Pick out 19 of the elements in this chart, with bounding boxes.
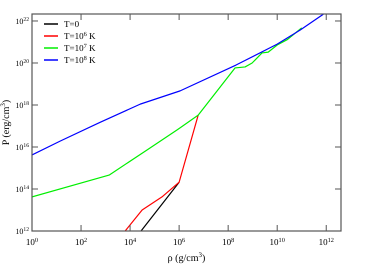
legend-label: T=10$^{6}$ K bbox=[64, 30, 96, 41]
x-tick-label: 10$^{2}$ bbox=[74, 236, 88, 247]
x-tick-label: 10$^{8}$ bbox=[222, 236, 234, 247]
y-tick-label: 10$^{18}$ bbox=[15, 100, 30, 110]
y-tick-label: 10$^{14}$ bbox=[15, 184, 30, 194]
x-tick-label: 10$^{4}$ bbox=[124, 236, 137, 247]
x-tick-label: 10$^{12}$ bbox=[318, 236, 334, 247]
legend-label: T=10$^{8}$ K bbox=[64, 54, 96, 65]
y-tick-label: 10$^{12}$ bbox=[15, 227, 30, 236]
x-tick-label: 10$^{6}$ bbox=[173, 236, 186, 247]
y-tick-label: 10$^{16}$ bbox=[15, 142, 30, 152]
y-tick-label: 10$^{20}$ bbox=[15, 58, 30, 68]
line-series bbox=[124, 114, 199, 231]
x-tick-label: 10$^{10}$ bbox=[270, 236, 285, 247]
y-tick-label: 10$^{22}$ bbox=[15, 16, 30, 26]
legend-label: T=10$^{7}$ K bbox=[64, 42, 96, 53]
x-tick-label: 10$^{0}$ bbox=[26, 236, 38, 247]
legend-label: T=0 bbox=[64, 19, 80, 29]
x-axis-title: ρ (g/cm$^{3}$) bbox=[168, 251, 206, 264]
